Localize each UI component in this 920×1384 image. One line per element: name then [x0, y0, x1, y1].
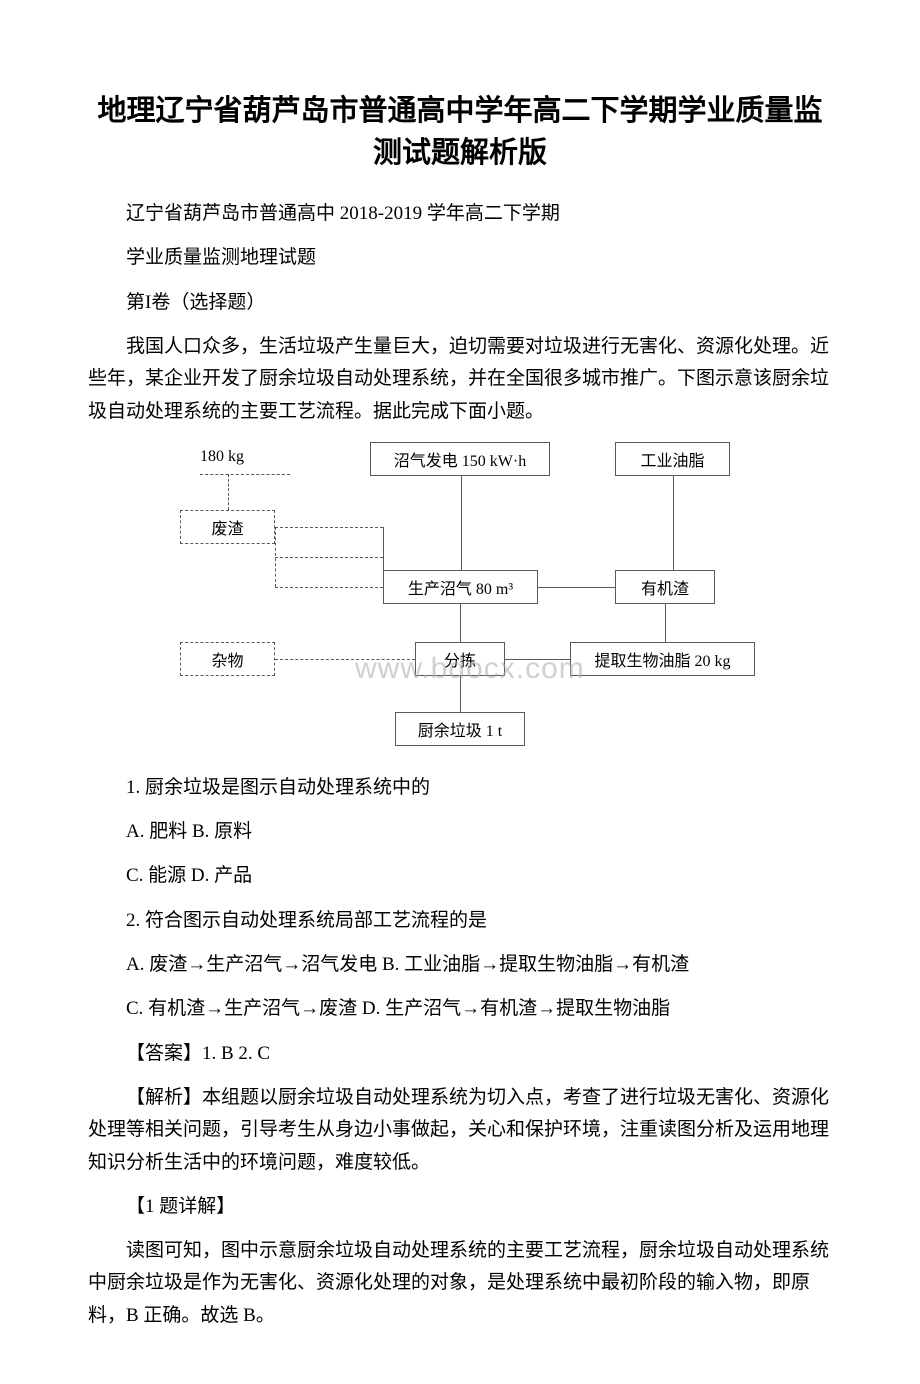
question-2-options-b: C. 有机渣→生产沼气→废渣 D. 生产沼气→有机渣→提取生物油脂 [88, 993, 832, 1025]
question-1-options-a: A. 肥料 B. 原料 [88, 816, 832, 848]
flow-edge [460, 676, 461, 712]
flow-edge [461, 476, 462, 570]
answer-line: 【答案】1. B 2. C [88, 1038, 832, 1070]
flow-edge [275, 659, 415, 660]
flow-edge [275, 527, 383, 528]
flow-edge [275, 587, 383, 588]
question-1-options-b: C. 能源 D. 产品 [88, 860, 832, 892]
flowchart-node-produce: 生产沼气 80 m³ [383, 570, 538, 604]
document-title: 地理辽宁省葫芦岛市普通高中学年高二下学期学业质量监 测试题解析版 [88, 90, 832, 174]
flow-edge [383, 527, 384, 587]
flow-edge [673, 476, 674, 570]
flow-edge [505, 659, 570, 660]
question-1: 1. 厨余垃圾是图示自动处理系统中的 [88, 772, 832, 804]
explanation-2-heading: 【1 题详解】 [88, 1191, 832, 1223]
title-line2: 测试题解析版 [373, 137, 547, 169]
explanation-2: 读图可知，图中示意厨余垃圾自动处理系统的主要工艺流程，厨余垃圾自动处理系统中厨余… [88, 1235, 832, 1332]
subtitle-1: 辽宁省葫芦岛市普通高中 2018-2019 学年高二下学期 [88, 198, 832, 230]
flowchart-node-misc: 杂物 [180, 642, 275, 676]
flowchart-node-organic: 有机渣 [615, 570, 715, 604]
flowchart-container: 180 kg 沼气发电 150 kW·h 工业油脂废渣生产沼气 80 m³ 有机渣杂物… [88, 442, 832, 752]
flow-edge [275, 527, 276, 587]
flowchart-node-oil: 工业油脂 [615, 442, 730, 476]
flow-edge [538, 587, 615, 588]
question-2-options-a: A. 废渣→生产沼气→沼气发电 B. 工业油脂→提取生物油脂→有机渣 [88, 949, 832, 981]
flow-edge [460, 604, 461, 642]
flow-edge [200, 474, 290, 475]
explanation-1: 【解析】本组题以厨余垃圾自动处理系统为切入点，考查了进行垃圾无害化、资源化处理等… [88, 1082, 832, 1179]
flowchart-node-extract: 提取生物油脂 20 kg [570, 642, 755, 676]
title-line1: 地理辽宁省葫芦岛市普通高中学年高二下学期学业质量监 [97, 95, 822, 127]
flow-edge [275, 557, 383, 558]
flowchart-node-kitchen: 厨余垃圾 1 t [395, 712, 525, 746]
flowchart-node-sort: 分拣 [415, 642, 505, 676]
flowchart-node-kg180: 180 kg [200, 448, 290, 472]
flow-edge [665, 604, 666, 642]
flow-edge [228, 474, 229, 510]
passage-1: 我国人口众多，生活垃圾产生量巨大，迫切需要对垃圾进行无害化、资源化处理。近些年，… [88, 331, 832, 428]
question-2: 2. 符合图示自动处理系统局部工艺流程的是 [88, 905, 832, 937]
section-heading: 第I卷（选择题） [88, 287, 832, 319]
flowchart: 180 kg 沼气发电 150 kW·h 工业油脂废渣生产沼气 80 m³ 有机渣杂物… [160, 442, 760, 752]
flowchart-node-residue: 废渣 [180, 510, 275, 544]
flowchart-node-biogas: 沼气发电 150 kW·h [370, 442, 550, 476]
subtitle-2: 学业质量监测地理试题 [88, 242, 832, 274]
